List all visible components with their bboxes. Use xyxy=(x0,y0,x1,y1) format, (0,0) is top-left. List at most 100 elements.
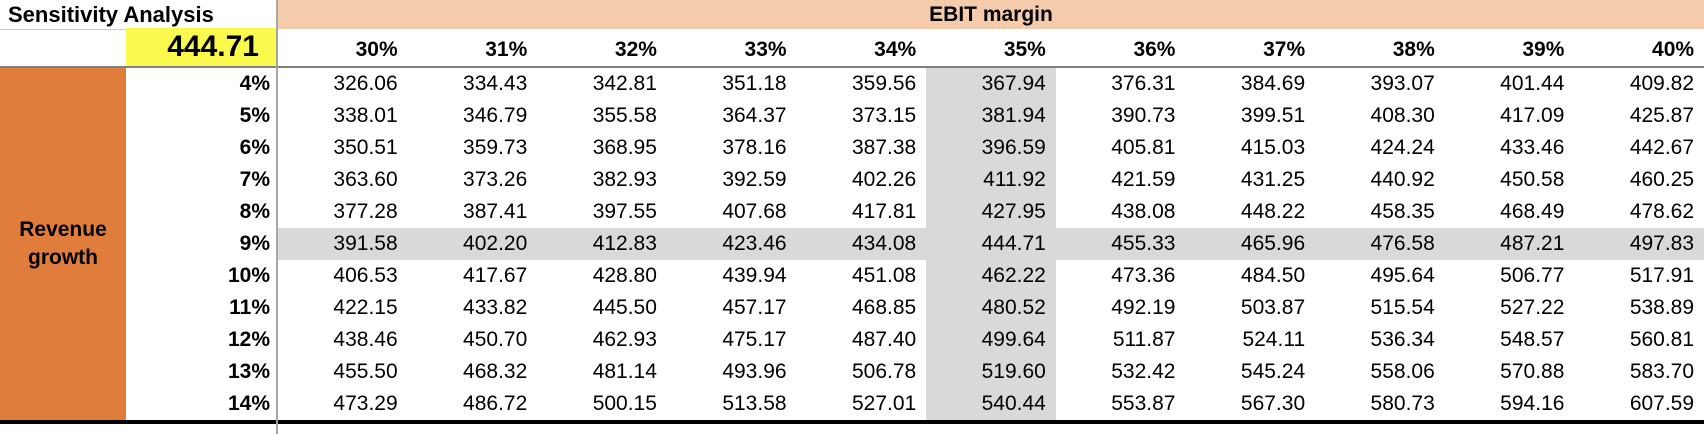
data-cell[interactable]: 499.64 xyxy=(926,324,1056,356)
data-cell[interactable]: 415.03 xyxy=(1240,136,1306,159)
data-cell[interactable]: 524.11 xyxy=(1242,328,1306,351)
data-cell[interactable]: 408.30 xyxy=(1370,104,1435,127)
data-cell[interactable]: 503.87 xyxy=(1240,296,1306,319)
data-cell[interactable]: 326.06 xyxy=(333,72,398,95)
data-cell[interactable]: 486.72 xyxy=(463,392,528,415)
data-cell[interactable]: 451.08 xyxy=(851,264,917,287)
row-header-cell[interactable]: 8% xyxy=(239,200,270,223)
data-cell[interactable]: 422.15 xyxy=(333,296,398,319)
data-cell[interactable]: 548.57 xyxy=(1500,328,1565,351)
column-header-cell[interactable]: 36% xyxy=(1133,38,1176,61)
data-cell[interactable]: 468.49 xyxy=(1500,200,1565,223)
data-cell[interactable]: 487.40 xyxy=(851,328,917,351)
data-cell[interactable]: 350.51 xyxy=(333,136,398,159)
data-cell[interactable]: 382.93 xyxy=(592,168,657,191)
data-cell[interactable]: 495.64 xyxy=(1370,264,1435,287)
data-cell[interactable]: 442.67 xyxy=(1629,136,1695,159)
row-header-cell[interactable]: 14% xyxy=(227,392,270,415)
data-cell[interactable]: 439.94 xyxy=(722,264,787,287)
data-cell[interactable]: 475.17 xyxy=(722,328,787,351)
data-cell[interactable]: 506.78 xyxy=(851,360,917,383)
column-header-cell[interactable]: 39% xyxy=(1522,38,1565,61)
data-cell[interactable]: 440.92 xyxy=(1370,168,1435,191)
data-cell[interactable]: 384.69 xyxy=(1240,72,1306,95)
data-cell[interactable]: 417.09 xyxy=(1500,104,1565,127)
data-cell[interactable]: 376.31 xyxy=(1111,72,1176,95)
data-cell[interactable]: 536.34 xyxy=(1370,328,1435,351)
data-cell[interactable]: 519.60 xyxy=(926,356,1056,388)
column-header-cell[interactable]: 30% xyxy=(355,38,398,61)
data-cell[interactable]: 391.58 xyxy=(278,228,408,260)
column-header-cell[interactable]: 38% xyxy=(1392,38,1435,61)
base-case-value-cell[interactable]: 444.71 xyxy=(126,28,277,66)
data-cell[interactable]: 433.82 xyxy=(463,296,528,319)
data-cell[interactable]: 468.85 xyxy=(851,296,917,319)
data-cell[interactable]: 342.81 xyxy=(592,72,657,95)
data-cell[interactable]: 487.21 xyxy=(1444,228,1575,260)
data-cell[interactable]: 450.58 xyxy=(1500,168,1565,191)
data-cell[interactable]: 438.46 xyxy=(333,328,398,351)
data-cell[interactable]: 424.24 xyxy=(1370,136,1435,159)
data-cell[interactable]: 402.26 xyxy=(851,168,917,191)
data-cell[interactable]: 409.82 xyxy=(1629,72,1695,95)
data-cell[interactable]: 478.62 xyxy=(1629,200,1695,223)
data-cell[interactable]: 445.50 xyxy=(592,296,657,319)
row-header-cell[interactable]: 11% xyxy=(229,296,270,319)
data-cell[interactable]: 377.28 xyxy=(333,200,398,223)
data-cell[interactable]: 411.92 xyxy=(926,164,1056,196)
data-cell[interactable]: 433.46 xyxy=(1500,136,1565,159)
column-header-cell[interactable]: 40% xyxy=(1652,38,1695,61)
data-cell[interactable]: 473.36 xyxy=(1111,264,1176,287)
data-cell[interactable]: 570.88 xyxy=(1500,360,1565,383)
data-cell[interactable]: 511.87 xyxy=(1112,328,1176,351)
data-cell[interactable]: 527.22 xyxy=(1500,296,1565,319)
data-cell[interactable]: 401.44 xyxy=(1500,72,1565,95)
data-cell[interactable]: 553.87 xyxy=(1111,392,1176,415)
data-cell[interactable]: 438.08 xyxy=(1111,200,1176,223)
data-cell[interactable]: 532.42 xyxy=(1111,360,1176,383)
data-cell[interactable]: 355.58 xyxy=(592,104,657,127)
data-cell[interactable]: 540.44 xyxy=(926,388,1056,420)
row-header-cell[interactable]: 12% xyxy=(227,328,270,351)
data-cell[interactable]: 421.59 xyxy=(1111,168,1176,191)
data-cell[interactable]: 500.15 xyxy=(592,392,657,415)
data-cell[interactable]: 373.15 xyxy=(851,104,917,127)
data-cell[interactable]: 373.26 xyxy=(463,168,528,191)
data-cell[interactable]: 517.91 xyxy=(1629,264,1695,287)
data-cell[interactable]: 423.46 xyxy=(666,228,797,260)
data-cell[interactable]: 387.41 xyxy=(463,200,528,223)
data-cell[interactable]: 338.01 xyxy=(333,104,398,127)
data-cell[interactable]: 351.18 xyxy=(722,72,787,95)
data-cell[interactable]: 367.94 xyxy=(926,68,1056,100)
data-cell[interactable]: 396.59 xyxy=(926,132,1056,164)
data-cell[interactable]: 481.14 xyxy=(592,360,657,383)
data-cell[interactable]: 545.24 xyxy=(1240,360,1306,383)
data-cell[interactable]: 334.43 xyxy=(463,72,528,95)
data-cell[interactable]: 458.35 xyxy=(1370,200,1435,223)
data-cell[interactable]: 387.38 xyxy=(851,136,917,159)
data-cell[interactable]: 484.50 xyxy=(1240,264,1306,287)
data-cell[interactable]: 393.07 xyxy=(1370,72,1435,95)
data-cell[interactable]: 397.55 xyxy=(592,200,657,223)
data-cell[interactable]: 417.67 xyxy=(463,264,528,287)
data-cell[interactable]: 468.32 xyxy=(463,360,528,383)
column-header-cell[interactable]: 37% xyxy=(1263,38,1306,61)
data-cell[interactable]: 583.70 xyxy=(1629,360,1695,383)
data-cell[interactable]: 390.73 xyxy=(1111,104,1176,127)
data-cell[interactable]: 560.81 xyxy=(1629,328,1695,351)
data-cell[interactable]: 368.95 xyxy=(592,136,657,159)
column-header-cell[interactable]: 32% xyxy=(614,38,657,61)
data-cell[interactable]: 538.89 xyxy=(1629,296,1695,319)
row-header-cell[interactable]: 4% xyxy=(239,72,270,95)
data-cell[interactable]: 412.83 xyxy=(537,228,667,260)
data-cell[interactable]: 473.29 xyxy=(333,392,398,415)
data-cell[interactable]: 506.77 xyxy=(1500,264,1565,287)
row-header-cell[interactable]: 6% xyxy=(239,136,270,159)
column-header-cell[interactable]: 31% xyxy=(485,38,528,61)
data-cell[interactable]: 515.54 xyxy=(1370,296,1435,319)
data-cell[interactable]: 455.50 xyxy=(333,360,398,383)
data-cell[interactable]: 407.68 xyxy=(722,200,787,223)
data-cell[interactable]: 465.96 xyxy=(1185,228,1316,260)
data-cell[interactable]: 444.71 xyxy=(926,228,1056,260)
data-cell[interactable]: 450.70 xyxy=(463,328,528,351)
